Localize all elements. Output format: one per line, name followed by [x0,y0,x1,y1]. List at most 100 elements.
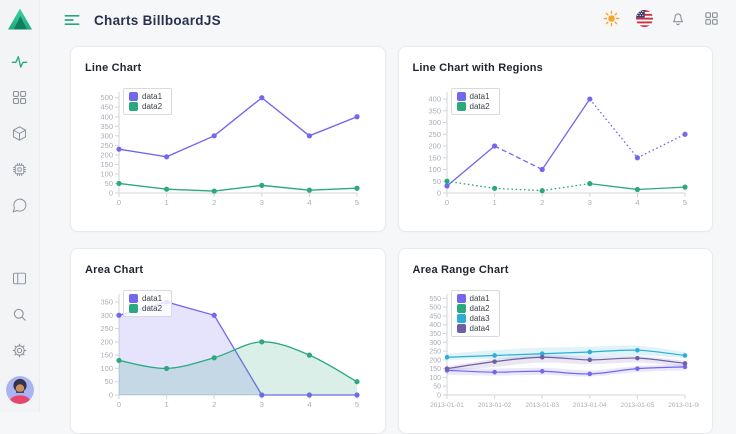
legend-item-data1[interactable]: data1 [456,294,490,303]
svg-text:200: 200 [428,142,441,151]
area-range-chart: 0 50 100 150 200 250 300 350 400 450 500 550 2013-01… [413,288,699,413]
legend-item-data4[interactable]: data4 [456,324,490,333]
legend-item-data2[interactable]: data2 [129,304,162,313]
line-chart-with-regions: 0 50 100 150 200 250 300 350 400 0 1 2 3 4 5 data1 data2 [413,86,699,211]
svg-text:3: 3 [587,198,591,207]
svg-text:250: 250 [100,324,113,333]
svg-text:350: 350 [100,297,113,306]
svg-text:400: 400 [100,112,113,121]
theme-toggle-button[interactable] [603,10,620,29]
card-line-chart: Line Chart 0 50 100 150 200 250 300 350 400 450 50… [70,46,386,232]
svg-text:2013-01-06: 2013-01-06 [668,402,699,409]
dashboard-grid-icon [11,89,28,109]
svg-text:5: 5 [355,198,359,207]
legend-label: data2 [142,102,163,111]
legend-item-data1[interactable]: data1 [129,92,162,101]
svg-text:200: 200 [429,357,441,364]
svg-text:100: 100 [100,364,113,373]
svg-text:50: 50 [432,177,440,186]
legend-label: data2 [469,102,490,111]
chart-title: Line Chart [85,62,142,74]
legend-item-data2[interactable]: data2 [456,102,490,111]
svg-text:400: 400 [429,322,441,329]
legend-swatch [129,92,138,101]
sidebar-item-activity[interactable] [7,50,33,76]
apps-menu-button[interactable] [703,11,720,29]
svg-text:200: 200 [100,150,113,159]
sidebar-item-chat[interactable] [7,194,33,220]
svg-text:2: 2 [212,400,216,409]
svg-text:0: 0 [109,189,113,198]
legend-item-data1[interactable]: data1 [456,92,490,101]
legend-swatch [456,324,466,333]
legend-item-data2[interactable]: data2 [129,102,162,111]
svg-text:550: 550 [429,296,441,303]
chart-title: Area Range Chart [412,264,509,276]
svg-text:200: 200 [100,337,113,346]
chart-legend: data1 data2 data3 data4 [450,290,500,337]
legend-item-data1[interactable]: data1 [129,294,162,303]
legend-swatch [456,304,466,313]
app-logo-triangle-icon[interactable] [7,7,33,31]
sidebar-item-widgets[interactable] [7,158,33,184]
legend-item-data2[interactable]: data2 [456,304,490,313]
svg-text:5: 5 [355,400,359,409]
legend-label: data2 [142,304,163,313]
card-area-chart: Area Chart 0 50 100 150 200 250 300 350 0 1 2 3 4 5 da… [70,248,386,434]
sidebar-item-components[interactable] [7,122,33,148]
legend-swatch [456,92,466,101]
sidebar-item-search[interactable] [7,303,33,329]
menu-toggle-button[interactable] [62,10,82,30]
layout-icon [11,270,28,290]
page-title: Charts BillboardJS [94,12,221,28]
legend-label: data4 [469,324,490,333]
legend-label: data3 [469,314,490,323]
svg-text:250: 250 [100,141,113,150]
legend-item-data3[interactable]: data3 [456,314,490,323]
svg-text:1: 1 [165,400,169,409]
notifications-button[interactable] [669,11,687,29]
svg-text:2013-01-02: 2013-01-02 [477,402,511,409]
svg-text:3: 3 [260,198,264,207]
svg-text:400: 400 [428,95,441,104]
legend-swatch [129,102,138,111]
svg-text:1: 1 [165,198,169,207]
svg-text:0: 0 [444,198,448,207]
legend-swatch [456,314,466,323]
us-flag-icon [636,10,653,30]
svg-text:300: 300 [100,131,113,140]
svg-text:350: 350 [429,331,441,338]
chart-title: Line Chart with Regions [412,62,543,74]
header: Charts BillboardJS [40,0,736,40]
svg-text:300: 300 [429,340,441,347]
legend-label: data1 [142,92,163,101]
svg-text:50: 50 [433,384,441,391]
card-line-chart-regions: Line Chart with Regions 0 50 100 150 200 250 3… [397,46,713,232]
svg-text:100: 100 [429,375,441,382]
activity-icon [10,52,29,74]
legend-label: data1 [142,294,163,303]
legend-label: data1 [469,92,490,101]
svg-text:250: 250 [429,349,441,356]
svg-text:2013-01-01: 2013-01-01 [430,402,464,409]
legend-swatch [129,294,138,303]
svg-text:300: 300 [428,118,441,127]
user-avatar[interactable] [5,376,34,404]
sidebar-item-dashboard[interactable] [7,86,33,112]
svg-text:2: 2 [212,198,216,207]
sidebar-item-settings[interactable] [7,339,33,365]
svg-text:350: 350 [100,122,113,131]
svg-text:2013-01-05: 2013-01-05 [620,402,654,409]
svg-text:4: 4 [307,400,311,409]
card-area-range-chart: Area Range Chart 0 50 100 150 200 250 300 350 40… [397,248,713,434]
svg-text:0: 0 [109,391,113,400]
header-actions [603,10,720,30]
language-button[interactable] [636,10,653,30]
svg-text:350: 350 [428,106,441,115]
svg-text:4: 4 [307,198,311,207]
svg-text:300: 300 [100,311,113,320]
svg-text:150: 150 [100,160,113,169]
sidebar-item-layout[interactable] [7,267,33,293]
svg-text:100: 100 [428,165,441,174]
legend-swatch [456,102,466,111]
